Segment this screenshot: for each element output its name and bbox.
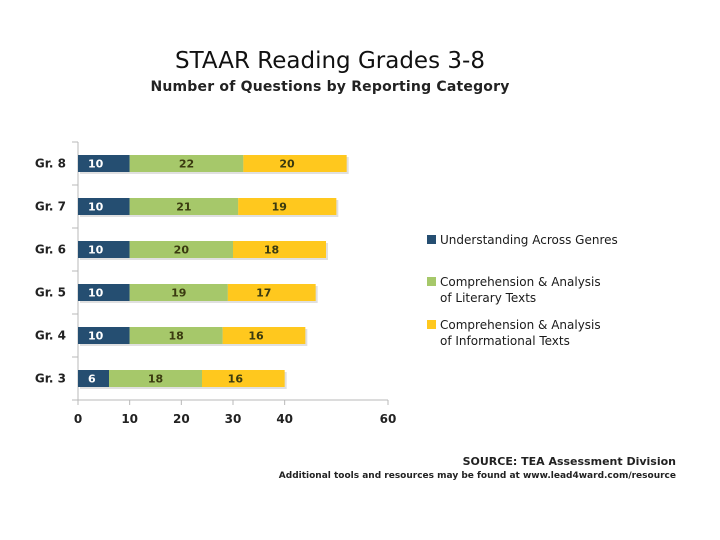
data-label: 22 (179, 158, 194, 171)
legend-swatch-informational (427, 320, 436, 329)
bar-segment (78, 284, 130, 301)
data-label: 21 (176, 201, 191, 214)
legend-item-informational: Comprehension & Analysis of Informationa… (427, 317, 615, 349)
category-label: Gr. 5 (35, 286, 66, 300)
chart-subtitle: Number of Questions by Reporting Categor… (150, 79, 510, 95)
data-label: 20 (279, 158, 295, 171)
bar-segment (227, 284, 316, 301)
bar-segment (78, 370, 109, 387)
bar-segment (129, 284, 228, 301)
legend-swatch-literary (427, 277, 436, 286)
bar-segment (109, 370, 202, 387)
legend-swatch-understanding (427, 235, 436, 244)
category-label: Gr. 3 (35, 372, 66, 386)
legend-label-informational: Comprehension & Analysis of Informationa… (440, 318, 601, 348)
category-label: Gr. 8 (35, 157, 66, 171)
data-label: 10 (88, 201, 104, 214)
bar-segment (129, 327, 223, 344)
bar-segment (202, 370, 285, 387)
legend-item-literary: Comprehension & Analysis of Literary Tex… (427, 274, 615, 306)
x-tick-label: 0 (74, 412, 82, 426)
data-label: 10 (88, 244, 104, 257)
bar-segment (222, 327, 306, 344)
data-label: 10 (88, 158, 104, 171)
x-tick-label: 10 (121, 412, 138, 426)
data-label: 18 (264, 244, 279, 257)
bar-segment (233, 241, 326, 258)
x-tick-label: 40 (276, 412, 293, 426)
category-label: Gr. 4 (35, 329, 66, 343)
data-label: 19 (171, 287, 186, 300)
bar-segment (78, 198, 130, 215)
category-label: Gr. 7 (35, 200, 66, 214)
category-label: Gr. 6 (35, 243, 66, 257)
source-note: SOURCE: TEA Assessment Division (462, 455, 676, 468)
bar-segment (238, 198, 337, 215)
x-tick-label: 30 (225, 412, 242, 426)
data-label: 10 (88, 287, 104, 300)
bar-segment (129, 198, 239, 215)
data-label: 6 (88, 373, 96, 386)
bar-segment (78, 155, 130, 172)
x-tick-label: 60 (380, 412, 397, 426)
data-label: 10 (88, 330, 104, 343)
legend-label-literary: Comprehension & Analysis of Literary Tex… (440, 275, 601, 305)
bar-segment (129, 155, 244, 172)
bar-segment (243, 155, 347, 172)
x-tick-label: 20 (173, 412, 190, 426)
data-label: 16 (228, 373, 244, 386)
chart-title: STAAR Reading Grades 3-8 (175, 48, 485, 74)
data-label: 18 (169, 330, 184, 343)
data-label: 17 (256, 287, 271, 300)
legend-item-understanding: Understanding Across Genres (427, 232, 640, 248)
data-label: 16 (248, 330, 264, 343)
bar-segment (129, 241, 233, 258)
data-label: 19 (272, 201, 287, 214)
bar-segment (78, 241, 130, 258)
legend-label-understanding: Understanding Across Genres (440, 233, 618, 247)
data-label: 18 (148, 373, 163, 386)
data-label: 20 (174, 244, 190, 257)
bar-segment (78, 327, 130, 344)
resources-note: Additional tools and resources may be fo… (278, 471, 676, 481)
